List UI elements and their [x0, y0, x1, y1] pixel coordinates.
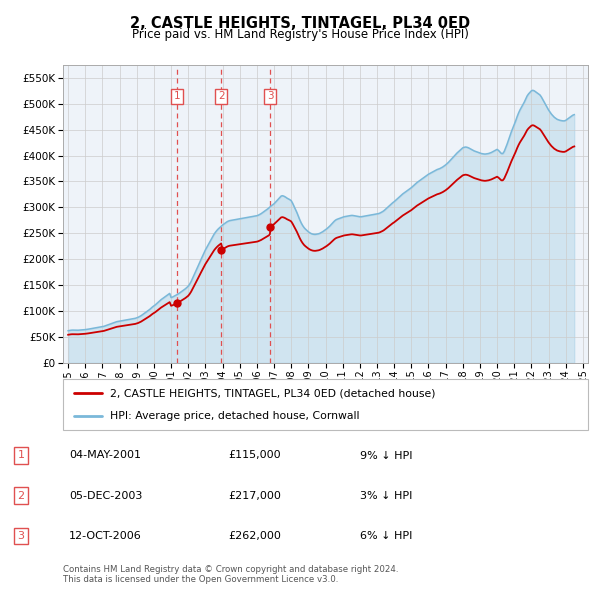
Text: Price paid vs. HM Land Registry's House Price Index (HPI): Price paid vs. HM Land Registry's House …	[131, 28, 469, 41]
Text: Contains HM Land Registry data © Crown copyright and database right 2024.: Contains HM Land Registry data © Crown c…	[63, 565, 398, 574]
Text: 3: 3	[17, 531, 25, 540]
FancyBboxPatch shape	[63, 379, 588, 430]
Text: 6% ↓ HPI: 6% ↓ HPI	[360, 531, 412, 540]
Text: 04-MAY-2001: 04-MAY-2001	[69, 451, 141, 460]
Text: HPI: Average price, detached house, Cornwall: HPI: Average price, detached house, Corn…	[110, 411, 360, 421]
Text: 2, CASTLE HEIGHTS, TINTAGEL, PL34 0ED: 2, CASTLE HEIGHTS, TINTAGEL, PL34 0ED	[130, 16, 470, 31]
Text: 2: 2	[17, 491, 25, 500]
Text: 1: 1	[174, 91, 181, 101]
Text: This data is licensed under the Open Government Licence v3.0.: This data is licensed under the Open Gov…	[63, 575, 338, 584]
Text: 2: 2	[218, 91, 224, 101]
Text: 1: 1	[17, 451, 25, 460]
Text: 05-DEC-2003: 05-DEC-2003	[69, 491, 142, 500]
Text: 3% ↓ HPI: 3% ↓ HPI	[360, 491, 412, 500]
Text: 9% ↓ HPI: 9% ↓ HPI	[360, 451, 413, 460]
Text: £262,000: £262,000	[228, 531, 281, 540]
Text: 12-OCT-2006: 12-OCT-2006	[69, 531, 142, 540]
Text: 3: 3	[267, 91, 274, 101]
Text: £115,000: £115,000	[228, 451, 281, 460]
Text: £217,000: £217,000	[228, 491, 281, 500]
Text: 2, CASTLE HEIGHTS, TINTAGEL, PL34 0ED (detached house): 2, CASTLE HEIGHTS, TINTAGEL, PL34 0ED (d…	[110, 388, 436, 398]
